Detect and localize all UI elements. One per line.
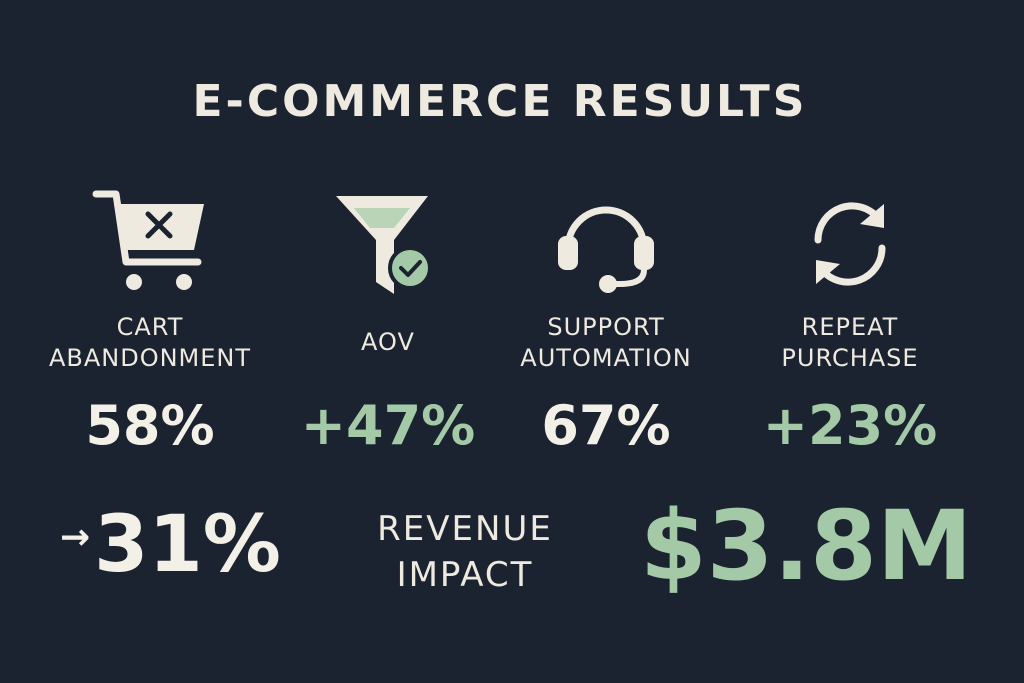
cart-abandonment-after-value: 31% (94, 500, 281, 590)
metric-label-line2: PURCHASE (781, 344, 919, 372)
arrow-right-icon: → (60, 517, 91, 558)
funnel-check-icon (328, 184, 448, 304)
metric-value: +47% (300, 394, 476, 457)
cart-abandonment-after: →31% (60, 500, 281, 590)
page-title: E-COMMERCE RESULTS (192, 76, 808, 127)
metric-label: CART ABANDONMENT (30, 312, 270, 374)
revenue-label-line2: IMPACT (396, 555, 534, 595)
metric-value: 67% (541, 394, 671, 457)
revenue-impact-value: $3.8M (640, 490, 973, 602)
metric-value: 58% (85, 394, 215, 457)
refresh-cycle-icon (790, 184, 910, 304)
metric-label-line1: REPEAT (801, 313, 899, 341)
metric-label: REPEAT PURCHASE (730, 312, 970, 374)
headset-icon (546, 184, 666, 304)
metric-label: AOV (268, 327, 508, 358)
metric-label-line2: AUTOMATION (520, 344, 692, 372)
shopping-cart-x-icon (90, 184, 210, 304)
metric-label-line1: SUPPORT (547, 313, 665, 341)
revenue-label-line1: REVENUE (377, 509, 553, 549)
metric-label: SUPPORT AUTOMATION (486, 312, 726, 374)
revenue-impact-label: REVENUE IMPACT (360, 506, 570, 598)
metric-label-line2: ABANDONMENT (48, 344, 252, 372)
metric-label-line1: CART (116, 313, 184, 341)
metric-label-line1: AOV (361, 328, 415, 356)
metric-value: +23% (762, 394, 938, 457)
